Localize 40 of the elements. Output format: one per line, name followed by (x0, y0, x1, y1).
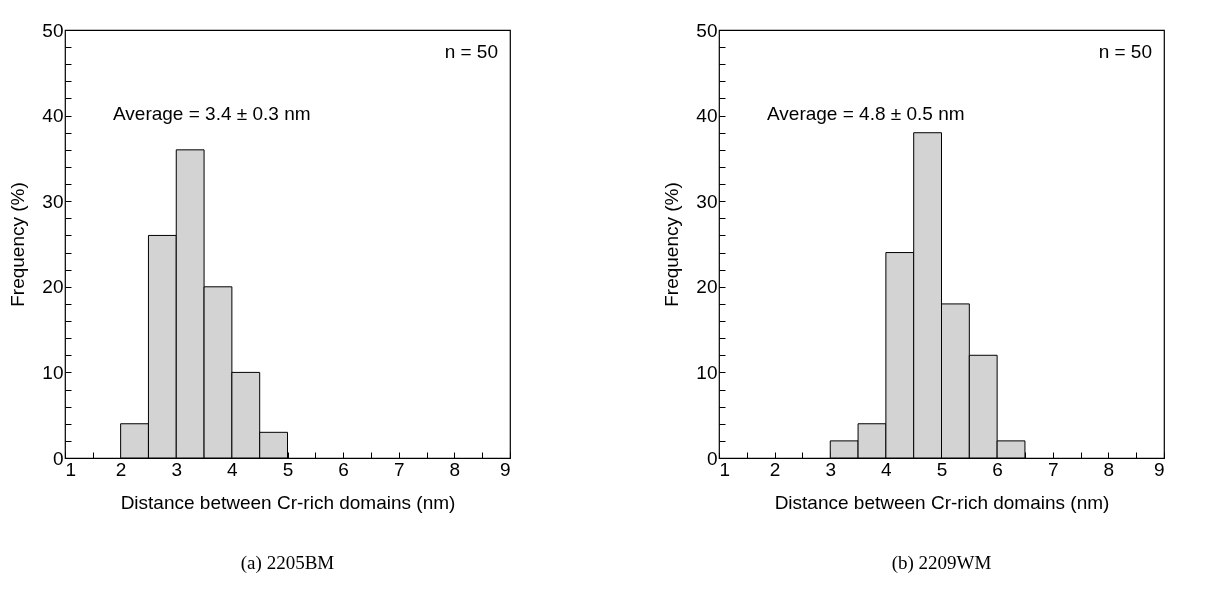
y-axis-title: Frequency (%) (661, 182, 683, 307)
y-tick-label: 0 (706, 447, 718, 469)
x-tick-label: 7 (393, 458, 405, 480)
x-tick-label: 6 (992, 458, 1003, 480)
x-tick-label: 4 (227, 458, 239, 480)
x-tick-label: 7 (1047, 458, 1059, 480)
x-tick-label: 4 (881, 458, 893, 480)
y-tick-label: 0 (52, 447, 64, 469)
annotation: n = 50 (1098, 41, 1152, 62)
annotation: n = 50 (444, 41, 498, 62)
text: (a) 2205BM (240, 552, 335, 574)
text: (b) 2209WM (891, 552, 992, 574)
x-axis-title: Distance between Cr-rich domains (nm) (774, 491, 1110, 513)
y-tick-label: 10 (42, 361, 64, 383)
x-tick-label: 3 (171, 458, 183, 480)
x-tick-label: 5 (282, 458, 294, 480)
y-tick-label: 50 (42, 19, 64, 41)
y-tick-label: 40 (42, 105, 64, 127)
x-tick-label: 1 (719, 458, 731, 480)
x-tick-label: 1 (65, 458, 77, 480)
x-tick-label: 2 (769, 458, 781, 480)
x-tick-label: 9 (1153, 458, 1165, 480)
x-tick-label: 2 (115, 458, 127, 480)
x-tick-label: 9 (499, 458, 511, 480)
annotation: Average = 4.8 ± 0.5 nm (767, 103, 965, 124)
y-tick-label: 20 (696, 276, 718, 298)
y-tick-label: 20 (42, 276, 64, 298)
x-tick-label: 3 (825, 458, 837, 480)
y-tick-label: 10 (696, 361, 718, 383)
x-tick-label: 8 (449, 458, 461, 480)
y-tick-label: 30 (42, 190, 64, 212)
y-tick-label: 30 (696, 190, 718, 212)
y-tick-label: 40 (696, 105, 718, 127)
x-axis-title: Distance between Cr-rich domains (nm) (120, 491, 456, 513)
y-tick-label: 50 (696, 19, 718, 41)
x-tick-label: 8 (1103, 458, 1115, 480)
y-axis-title: Frequency (%) (7, 182, 29, 307)
x-tick-label: 6 (338, 458, 349, 480)
annotation: Average = 3.4 ± 0.3 nm (113, 103, 311, 124)
x-tick-label: 5 (936, 458, 948, 480)
